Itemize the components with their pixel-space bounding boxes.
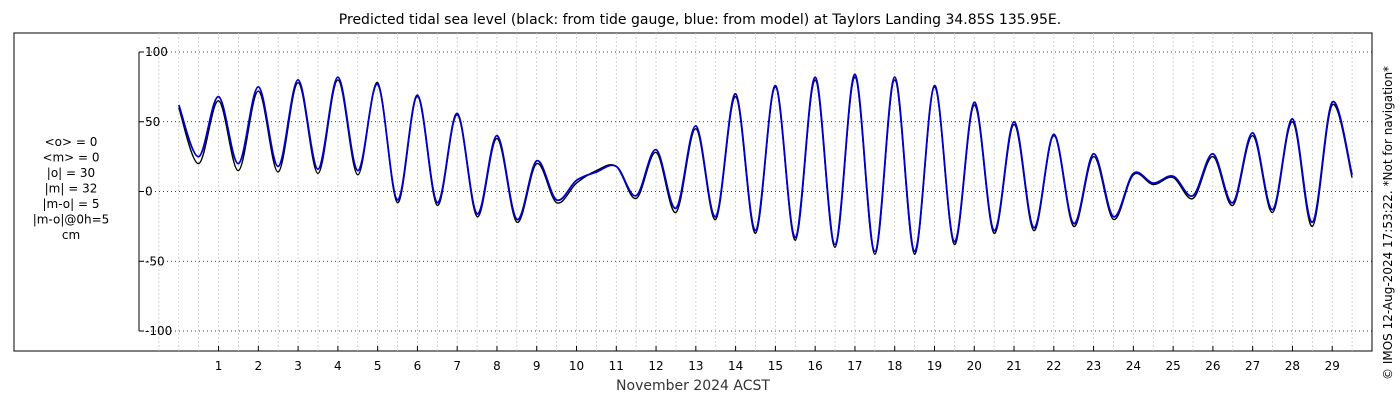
stats-box: <o> = 0 <m> = 0|o| = 30 |m| = 32|m-o| = 5 |… bbox=[33, 135, 110, 242]
x-tick-label: 22 bbox=[1046, 359, 1061, 373]
x-tick-label: 28 bbox=[1285, 359, 1300, 373]
x-tick-label: 20 bbox=[967, 359, 982, 373]
x-tick-label: 12 bbox=[648, 359, 663, 373]
x-tick-label: 10 bbox=[569, 359, 584, 373]
x-tick-label: 21 bbox=[1006, 359, 1021, 373]
plot-frame bbox=[13, 32, 1373, 352]
stat-line: |m-o| = 5 bbox=[43, 197, 100, 211]
x-tick-label: 27 bbox=[1245, 359, 1260, 373]
stat-line: <o> = 0 bbox=[45, 135, 98, 149]
x-tick-label: 19 bbox=[927, 359, 942, 373]
series-line-model bbox=[177, 73, 1353, 253]
y-axis: -100 -50 0 50 100 bbox=[138, 45, 172, 338]
stat-line: |m-o|@0h=5 bbox=[33, 213, 110, 227]
stat-line: |o| = 30 bbox=[47, 166, 95, 180]
x-tick-label: 9 bbox=[533, 359, 541, 373]
stat-line: <m> = 0 bbox=[42, 151, 99, 165]
x-tick-label: 17 bbox=[847, 359, 862, 373]
x-tick-label: 3 bbox=[294, 359, 302, 373]
y-tick-label: 50 bbox=[145, 115, 160, 129]
x-tick-label: 6 bbox=[414, 359, 422, 373]
series-lines bbox=[177, 73, 1353, 256]
x-tick-label: 4 bbox=[334, 359, 342, 373]
x-tick-label: 5 bbox=[374, 359, 382, 373]
x-tick-label: 23 bbox=[1086, 359, 1101, 373]
x-axis-ticks: 1 2 3 4 5 6 7 8 9 10 11 12 13 14 15 16 17 18 19 20 21 22 23 24 2… bbox=[215, 346, 1340, 373]
stat-line: |m| = 32 bbox=[45, 182, 98, 196]
x-tick-label: 1 bbox=[215, 359, 223, 373]
x-axis-label: November 2024 ACST bbox=[616, 378, 770, 394]
x-tick-label: 25 bbox=[1165, 359, 1180, 373]
y-tick-label: -50 bbox=[145, 254, 165, 268]
y-tick-label: -100 bbox=[145, 324, 172, 338]
x-tick-label: 26 bbox=[1205, 359, 1220, 373]
chart-title: Predicted tidal sea level (black: from t… bbox=[339, 12, 1061, 28]
x-tick-label: 7 bbox=[453, 359, 461, 373]
credit-text: © IMOS 12-Aug-2024 17:53:22. *Not for na… bbox=[1381, 66, 1395, 380]
x-tick-label: 29 bbox=[1325, 359, 1340, 373]
x-tick-label: 16 bbox=[808, 359, 823, 373]
y-tick-label: 100 bbox=[145, 45, 168, 59]
x-tick-label: 24 bbox=[1126, 359, 1141, 373]
x-tick-label: 13 bbox=[688, 359, 703, 373]
x-tick-label: 15 bbox=[768, 359, 783, 373]
x-tick-label: 14 bbox=[728, 359, 743, 373]
x-tick-label: 11 bbox=[609, 359, 624, 373]
x-tick-label: 8 bbox=[493, 359, 501, 373]
stat-line: cm bbox=[62, 228, 80, 242]
y-tick-label: 0 bbox=[145, 185, 153, 199]
x-tick-label: 2 bbox=[255, 359, 263, 373]
x-tick-label: 18 bbox=[887, 359, 902, 373]
